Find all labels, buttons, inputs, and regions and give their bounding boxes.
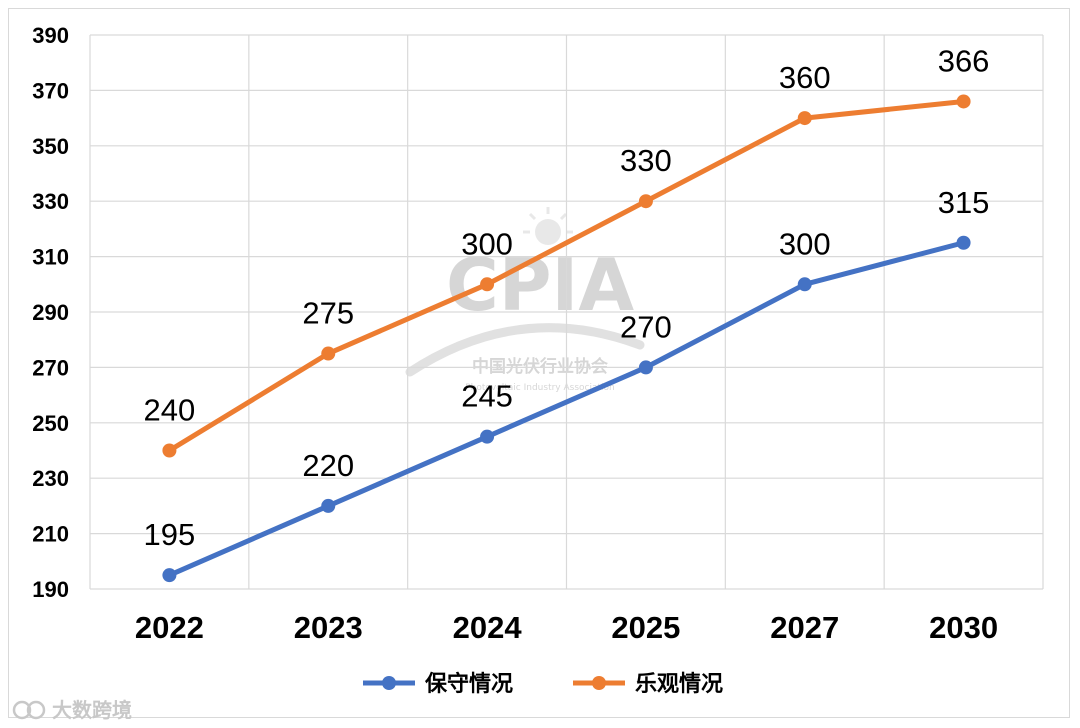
data-point (321, 346, 336, 361)
x-tick-label: 2023 (294, 610, 363, 645)
y-tick-label: 350 (32, 134, 69, 159)
data-label: 270 (620, 309, 672, 344)
legend: 保守情况 乐观情况 (363, 671, 723, 697)
data-point (797, 111, 812, 126)
data-label: 240 (144, 393, 196, 428)
y-tick-label: 230 (32, 466, 69, 491)
x-tick-label: 2024 (453, 610, 523, 645)
data-label: 360 (779, 60, 831, 95)
data-point (162, 568, 177, 583)
y-tick-label: 310 (32, 245, 69, 270)
sun-icon (523, 207, 573, 245)
x-tick-label: 2025 (611, 610, 680, 645)
chart-frame (8, 8, 1070, 718)
data-label: 330 (620, 143, 672, 178)
watermark-name: 中国光伏行业协会 (472, 356, 608, 377)
data-point (480, 429, 495, 444)
series-layer: 195 220 245 270 300 315 240 275 300 330 360 366 (144, 43, 990, 583)
data-label: 220 (302, 448, 354, 483)
data-label: 195 (144, 517, 196, 552)
data-label: 300 (779, 226, 831, 261)
x-tick-label: 2030 (929, 610, 998, 645)
y-tick-label: 190 (32, 577, 69, 602)
gridlines (89, 34, 1044, 590)
legend-label: 乐观情况 (635, 671, 723, 697)
brand-logo-icon (12, 700, 46, 720)
y-tick-label: 370 (32, 78, 69, 103)
data-point (956, 94, 971, 109)
data-point (321, 498, 336, 513)
footer-brand-text: 大数跨境 (52, 698, 132, 722)
data-point (956, 235, 971, 250)
series-line-1 (166, 98, 967, 453)
y-tick-label: 210 (32, 522, 69, 547)
watermark-arc (405, 323, 645, 377)
data-point (797, 277, 812, 292)
legend-label: 保守情况 (424, 671, 513, 697)
watermark-sub: Photovoltaic Industry Association (465, 383, 614, 393)
data-point (480, 277, 495, 292)
cpia-watermark: CPIA 中国光伏行业协会 Photovoltaic Industry Asso… (405, 207, 645, 393)
data-label: 315 (938, 185, 990, 220)
legend-swatch-marker (592, 676, 606, 690)
data-point (638, 194, 653, 209)
x-axis: 2022 2023 2024 2025 2027 2030 (135, 610, 998, 645)
y-axis: 190 210 230 250 270 290 310 330 350 370 390 (32, 23, 69, 602)
footer-brand: 大数跨境 (12, 698, 132, 722)
data-label: 366 (938, 43, 990, 78)
data-label: 275 (302, 296, 354, 331)
y-tick-label: 250 (32, 411, 69, 436)
x-tick-label: 2027 (770, 610, 839, 645)
y-tick-label: 390 (32, 23, 69, 48)
y-tick-label: 290 (32, 300, 69, 325)
data-label: 245 (461, 379, 513, 414)
y-tick-label: 270 (32, 355, 69, 380)
legend-swatch-marker (382, 676, 396, 690)
data-label: 300 (461, 226, 513, 261)
series-line-0 (166, 240, 967, 578)
data-point (162, 443, 177, 458)
y-tick-label: 330 (32, 189, 69, 214)
data-point (638, 360, 653, 375)
x-tick-label: 2022 (135, 610, 204, 645)
